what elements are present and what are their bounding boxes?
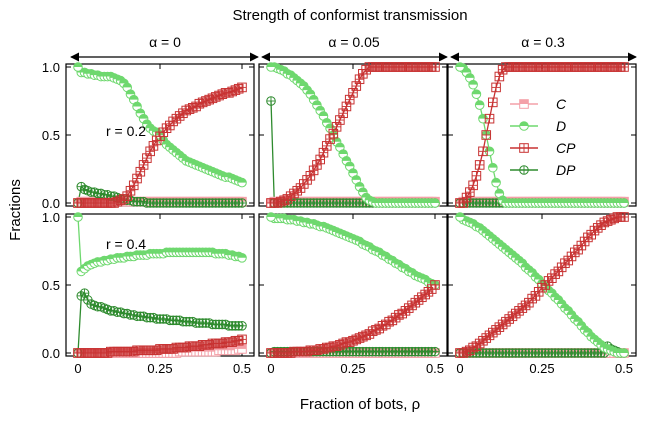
start-point-d-marker-fill <box>266 212 276 217</box>
legend-swatch-marker-fill <box>519 121 529 126</box>
point-d-marker-fill <box>136 108 145 114</box>
y-tick-label: 0.5 <box>42 128 60 143</box>
column-label-alpha-005: α = 0.05 <box>328 34 380 50</box>
point-d-marker-fill <box>119 79 129 84</box>
y-tick-label: 0.5 <box>42 278 60 293</box>
point-d-marker-fill <box>462 68 471 73</box>
start-point-d-marker-fill <box>455 62 465 67</box>
panel-r2-c2: 0 0.25 0.5 <box>258 212 448 376</box>
x-tick-label: 0 <box>267 361 274 376</box>
point-d-marker-fill <box>237 178 247 183</box>
x-axis-label: Fraction of bots, ρ <box>300 396 420 413</box>
point-d-marker-fill <box>129 95 139 100</box>
point-d-marker-fill <box>302 85 312 91</box>
point-d-marker-fill <box>358 187 368 193</box>
point-d-marker-fill <box>475 100 484 106</box>
point-d-marker-fill <box>430 198 440 203</box>
point-d-marker-fill <box>488 163 498 168</box>
point-d-marker-fill <box>338 149 348 155</box>
point-d-marker-fill <box>345 161 355 167</box>
point-d-marker-fill <box>495 189 504 194</box>
y-tick-label: 1.0 <box>42 60 60 75</box>
y-tick-label: 0.0 <box>42 196 60 211</box>
point-d-marker-fill <box>319 111 328 116</box>
point-d-marker-fill <box>355 182 364 187</box>
chart-title: Strength of conformist transmission <box>232 7 467 24</box>
row-label: r = 0.4 <box>106 236 146 252</box>
point-d-marker-fill <box>335 142 345 148</box>
point-d-marker-fill <box>306 89 315 95</box>
panel-r2-c3: 0 0.25 0.5 <box>447 212 637 376</box>
panel-r2-c1: 0.0 0.5 1.0 0 0.25 0.5 r = 0.4 <box>42 210 255 376</box>
row-label: r = 0.2 <box>106 123 146 139</box>
x-tick-label: 0 <box>74 361 81 376</box>
x-tick-label: 0.5 <box>615 361 633 376</box>
start-point-d-marker-fill <box>455 212 465 217</box>
point-d-marker-fill <box>299 81 309 87</box>
point-d-marker-fill <box>139 114 148 119</box>
y-axis-label: Fractions <box>7 179 24 241</box>
point-d-marker-fill <box>468 80 478 85</box>
point-d-marker-fill <box>534 275 544 280</box>
panel-r1-c1: 0.0 0.5 1.0 r = 0.2 <box>42 60 255 211</box>
point-d-marker-fill <box>322 118 332 123</box>
point-d-marker-fill <box>142 119 152 125</box>
point-d-marker-fill <box>132 102 142 107</box>
x-tick-label: 0.25 <box>340 361 365 376</box>
point-d-marker-fill <box>619 348 629 353</box>
point-d-marker-fill <box>547 288 557 294</box>
x-tick-label: 0.25 <box>147 361 172 376</box>
point-d-marker-fill <box>342 156 351 161</box>
x-tick-label: 0.5 <box>426 361 444 376</box>
start-point-d-marker-fill <box>73 62 83 67</box>
legend-swatch-marker-fill <box>519 99 529 104</box>
point-d-marker-fill <box>619 198 629 203</box>
legend-label: C <box>556 96 567 112</box>
point-d-marker-fill <box>465 73 475 78</box>
x-tick-label: 0.25 <box>529 361 554 376</box>
start-point-d-marker-fill <box>73 212 83 217</box>
x-tick-label: 0 <box>456 361 463 376</box>
point-d-marker-fill <box>518 258 527 264</box>
point-c-marker-fill <box>237 344 247 349</box>
panel-frame <box>258 63 448 207</box>
point-d-marker-fill <box>563 306 573 311</box>
x-tick-label: 0.5 <box>233 361 251 376</box>
point-d-marker-fill <box>126 89 135 95</box>
y-tick-label: 0.0 <box>42 346 60 361</box>
point-d-marker-fill <box>472 89 481 95</box>
legend-label: D <box>556 118 566 134</box>
point-d-marker-fill <box>557 299 566 305</box>
column-label-alpha-03: α = 0.3 <box>521 34 565 50</box>
point-d-marker-fill <box>348 168 358 174</box>
panel-grid: 0.0 0.5 1.0 r = 0.2 0.0 0.5 1.0 0 0.25 0.5 r = 0.4… <box>42 60 637 376</box>
point-d-marker-fill <box>567 310 576 315</box>
point-d-marker-fill <box>577 321 586 326</box>
point-d-marker-fill <box>583 328 593 333</box>
start-point-d-marker-fill <box>266 62 276 67</box>
panel-frame <box>65 213 255 357</box>
panel-r1-c2 <box>258 62 448 208</box>
point-d-marker-fill <box>351 175 361 180</box>
point-d-marker-fill <box>491 178 501 183</box>
legend: CD CP DP <box>510 96 576 178</box>
legend-label: DP <box>556 162 576 178</box>
point-d-marker-fill <box>527 268 537 273</box>
panel-r1-c3 <box>447 62 637 208</box>
column-label-alpha-0: α = 0 <box>149 34 181 50</box>
point-d-marker-fill <box>312 100 322 106</box>
legend-label: CP <box>556 140 576 156</box>
y-tick-label: 1.0 <box>42 210 60 225</box>
point-d-marker-fill <box>554 295 563 300</box>
point-d-marker-fill <box>573 317 583 322</box>
point-d-marker-fill <box>315 106 325 111</box>
point-d-marker-fill <box>237 253 247 258</box>
point-d-marker-fill <box>309 95 318 100</box>
point-d-marker-fill <box>122 83 132 88</box>
